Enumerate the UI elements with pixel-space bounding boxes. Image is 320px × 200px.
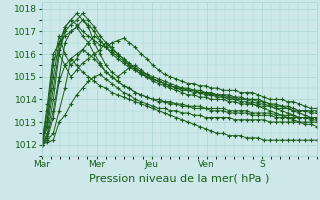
- X-axis label: Pression niveau de la mer( hPa ): Pression niveau de la mer( hPa ): [89, 173, 269, 183]
